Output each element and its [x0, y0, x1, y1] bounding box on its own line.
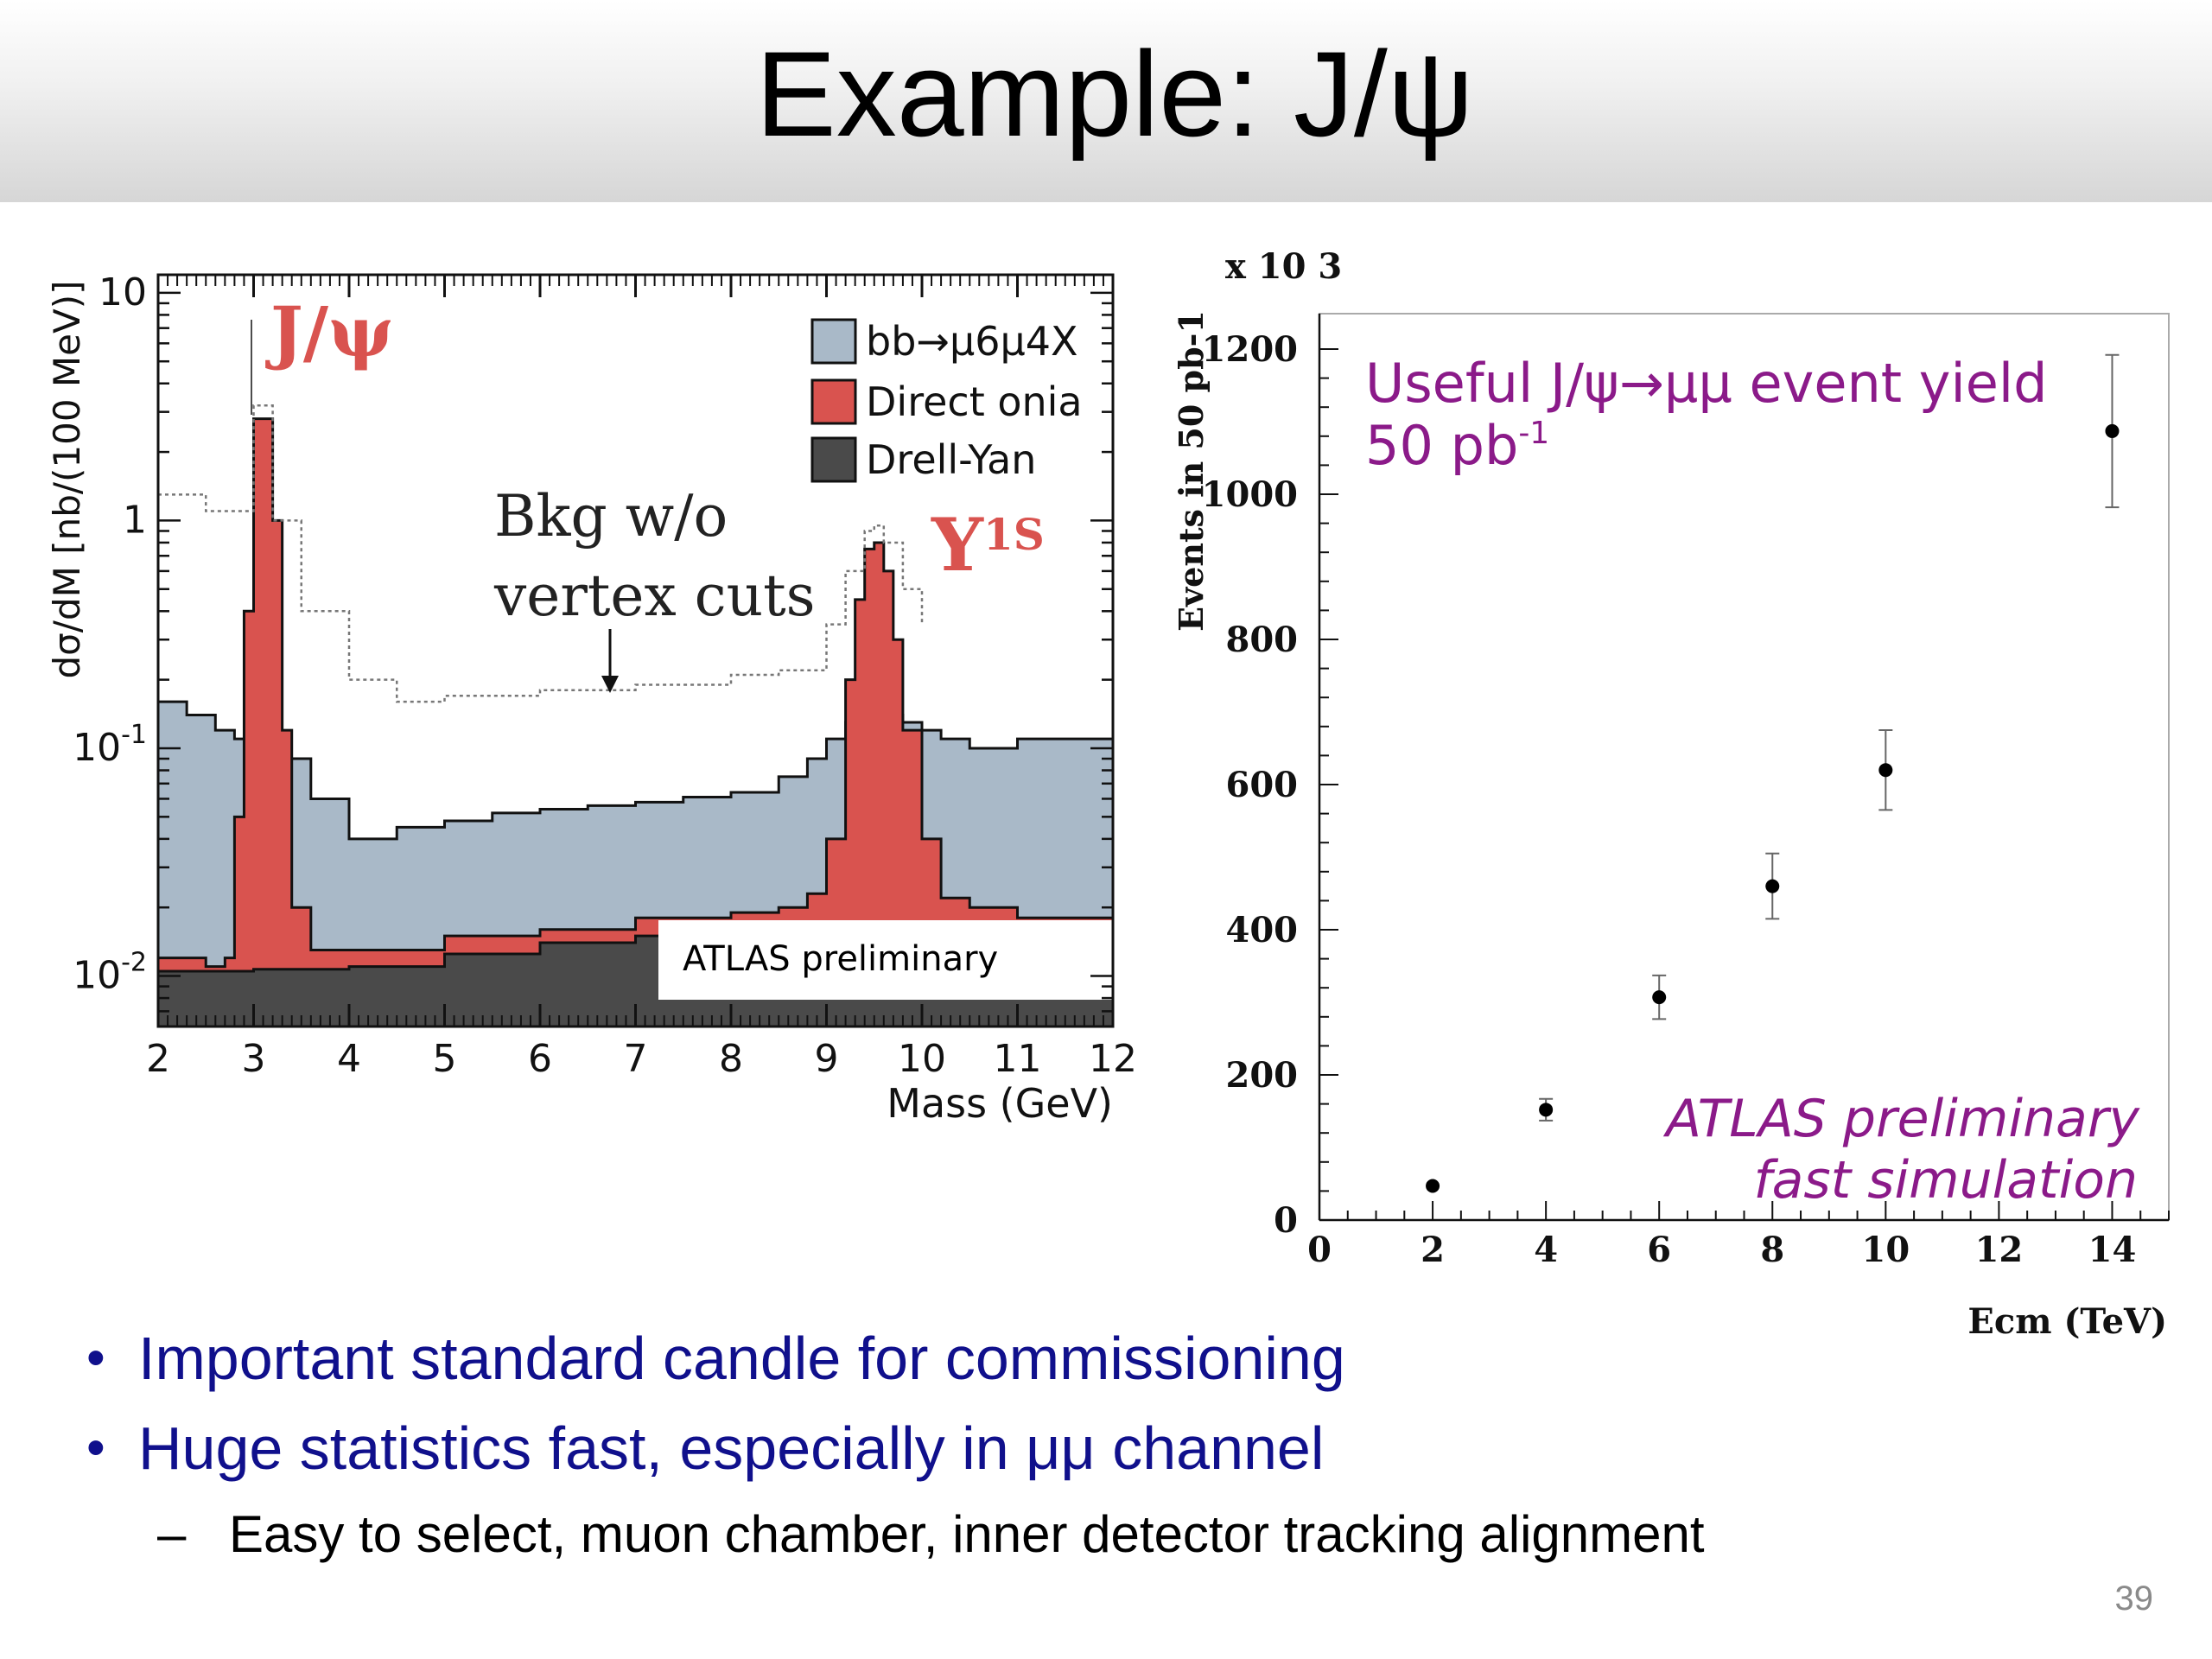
y-axis-label-left: dσ/dM [nb/(100 MeV)]: [46, 281, 88, 679]
x-tick-label: 6: [528, 1037, 552, 1081]
y-tick-label: 10-1: [73, 720, 147, 770]
right-x-tick-label: 6: [1647, 1230, 1671, 1270]
bullet-item-1: • Important standard candle for commissi…: [86, 1313, 2074, 1403]
atlas-label-background: [658, 920, 1113, 1000]
x-tick-label: 11: [994, 1037, 1042, 1081]
bkg-annotation-line2: vertex cuts: [493, 563, 816, 629]
x-tick-label: 7: [624, 1037, 648, 1081]
right-y-tick-label: 1000: [1202, 474, 1298, 515]
right-chart-title-line2: 50 pb-1: [1365, 414, 1549, 477]
title-bar: [0, 0, 2212, 202]
data-point-group: [1652, 974, 1667, 1020]
series-direct-onia-area: [156, 417, 1115, 1028]
sub-bullet-text-1: Easy to select, muon chamber, inner dete…: [229, 1505, 1705, 1563]
atlas-preliminary-label-left: ATLAS preliminary: [683, 939, 998, 979]
right-chart-title-sup: -1: [1518, 416, 1549, 451]
data-point: [1539, 1103, 1554, 1117]
y-tick-label: 1: [123, 498, 147, 542]
data-point-group: [2105, 353, 2120, 509]
bkg-annotation-line1: Bkg w/o: [494, 483, 728, 550]
legend-item: Drell-Yan: [810, 436, 1036, 483]
y-multiplier-label: x 10 3: [1225, 246, 1342, 287]
x-tick-label: 12: [1089, 1037, 1137, 1081]
x-tick-label: 5: [433, 1037, 457, 1081]
series-bkg-no-vertex-line: [158, 404, 924, 703]
y-tick-label: 10-2: [73, 948, 147, 998]
x-tick-label: 9: [815, 1037, 839, 1081]
right-y-tick-label: 800: [1226, 620, 1299, 660]
data-point-group: [1878, 729, 1893, 811]
right-y-tick-label: 200: [1226, 1055, 1299, 1096]
right-x-tick-label: 8: [1760, 1230, 1784, 1270]
upsilon-symbol: Υ: [931, 502, 984, 588]
bullet-text-1: Important standard candle for commission…: [138, 1325, 1345, 1392]
right-y-tick-label: 600: [1226, 765, 1299, 805]
right-x-tick-label: 2: [1421, 1230, 1445, 1270]
right-chart-title-lumi: 50 pb: [1365, 414, 1518, 477]
x-tick-label: 4: [337, 1037, 361, 1081]
atlas-preliminary-label-right: ATLAS preliminary: [1662, 1089, 2141, 1149]
y-tick-label-base: 10: [99, 270, 147, 315]
sub-bullet-marker: –: [157, 1505, 187, 1563]
data-point-group: [1765, 852, 1780, 920]
data-point-group: [1426, 1179, 1440, 1193]
legend-item: bb→μ6μ4X: [810, 318, 1078, 365]
y-tick-label-base: 1: [123, 498, 147, 542]
legend-label: bb→μ6μ4X: [866, 318, 1078, 365]
data-point: [1426, 1179, 1440, 1193]
jpsi-peak-label: J/ψ: [265, 291, 393, 372]
legend-item: Direct onia: [810, 378, 1083, 425]
y-tick-label-exponent: -1: [121, 720, 147, 750]
legend-swatch: [810, 378, 857, 425]
upsilon-state: 1S: [983, 509, 1045, 560]
right-x-tick-label: 4: [1534, 1230, 1558, 1270]
data-point: [1878, 763, 1893, 778]
right-y-tick-label: 400: [1226, 910, 1299, 950]
bullet-marker: •: [86, 1328, 105, 1388]
legend-label: Drell-Yan: [866, 436, 1036, 483]
atlas-preliminary-box-left: ATLAS preliminary: [658, 920, 1113, 1000]
slide-title: Example: J/ψ: [755, 26, 1474, 162]
event-yield-chart: 0 200 400 600 800 1000 1200 0 2 4 6 8 10 12 14 Ecm (TeV…: [1172, 246, 2170, 1342]
data-point: [1765, 879, 1780, 893]
data-point: [2105, 423, 2120, 438]
y-tick-label-exponent: -2: [121, 948, 147, 978]
y-tick-label: 10: [99, 270, 147, 315]
right-y-tick-label: 1200: [1202, 329, 1298, 370]
x-tick-label: 2: [146, 1037, 170, 1081]
sub-bullet-item-1: – Easy to select, muon chamber, inner de…: [86, 1493, 2074, 1576]
bullet-marker: •: [86, 1418, 105, 1478]
upsilon-peak-label: Υ1S: [931, 502, 1045, 588]
legend-swatch: [810, 318, 857, 365]
right-y-axis-label: Events in 50 pb-1: [1172, 310, 1211, 632]
bullet-text-2: Huge statistics fast, especially in μμ c…: [138, 1414, 1325, 1482]
x-axis-label-left: Mass (GeV): [887, 1080, 1113, 1127]
right-x-tick-label: 14: [2088, 1230, 2137, 1270]
y-tick-label-base: 10: [73, 954, 121, 998]
data-point: [1652, 990, 1667, 1005]
y-tick-label-base: 10: [73, 726, 121, 770]
legend-swatch: [810, 436, 857, 483]
bullet-list: • Important standard candle for commissi…: [86, 1313, 2074, 1576]
bkg-arrow-head: [601, 676, 619, 693]
legend-label: Direct onia: [866, 378, 1083, 425]
bullet-item-2: • Huge statistics fast, especially in μμ…: [86, 1403, 2074, 1493]
right-x-tick-label: 10: [1861, 1230, 1910, 1270]
mass-spectrum-chart: ATLAS preliminary 2 3 4 5 6 7 8 9 10 11 1210110-11…: [46, 270, 1137, 1127]
right-y-tick-label: 0: [1274, 1200, 1298, 1241]
page-number: 39: [2114, 1580, 2154, 1618]
right-chart-title-line1: Useful J/ψ→μμ event yield: [1365, 352, 2047, 415]
right-x-tick-label: 0: [1307, 1230, 1332, 1270]
fast-simulation-label: fast simulation: [1753, 1150, 2138, 1211]
data-point-group: [1539, 1097, 1554, 1122]
x-tick-label: 10: [898, 1037, 946, 1081]
x-tick-label: 8: [719, 1037, 743, 1081]
right-x-axis-label: Ecm (TeV): [1967, 1301, 2167, 1342]
right-x-tick-label: 12: [1975, 1230, 2024, 1270]
x-tick-label: 3: [242, 1037, 266, 1081]
